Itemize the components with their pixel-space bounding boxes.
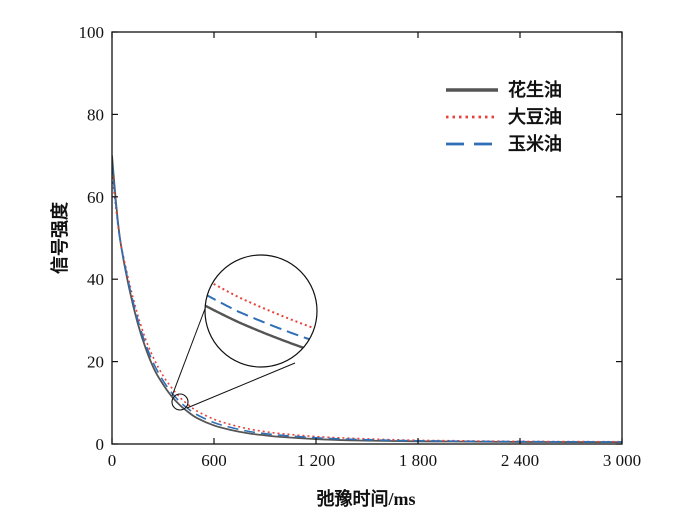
inset-series-line-corn-oil bbox=[205, 293, 317, 343]
x-tick-label: 600 bbox=[201, 451, 227, 470]
inset-series-line-soybean-oil bbox=[205, 278, 317, 331]
x-tick-label: 0 bbox=[108, 451, 117, 470]
y-tick-label: 20 bbox=[87, 353, 104, 372]
legend: 花生油 大豆油 玉米油 bbox=[446, 79, 562, 154]
inset-background bbox=[205, 255, 317, 367]
y-axis-title: 信号强度 bbox=[49, 201, 70, 274]
x-tick-label: 2 400 bbox=[501, 451, 539, 470]
inset-series-layer bbox=[205, 278, 317, 354]
y-tick-label: 100 bbox=[79, 23, 105, 42]
legend-label-soybean-oil: 大豆油 bbox=[508, 106, 562, 127]
zoom-inset bbox=[171, 254, 318, 411]
series-layer bbox=[112, 155, 622, 444]
x-tick-label: 1 800 bbox=[399, 451, 437, 470]
x-axis-title: 弛豫时间/ms bbox=[317, 488, 416, 509]
series-line-peanut-oil bbox=[112, 155, 622, 444]
x-tick-label: 1 200 bbox=[297, 451, 335, 470]
series-line-corn-oil bbox=[112, 163, 622, 443]
legend-label-peanut-oil: 花生油 bbox=[508, 79, 562, 100]
y-tick-label: 60 bbox=[87, 188, 104, 207]
y-tick-label: 40 bbox=[87, 270, 104, 289]
y-tick-label: 80 bbox=[87, 105, 104, 124]
plot-frame bbox=[111, 31, 623, 445]
inset-marker-circle bbox=[171, 393, 189, 411]
y-tick-label: 0 bbox=[96, 435, 105, 454]
legend-label-corn-oil: 玉米油 bbox=[508, 133, 562, 154]
inset-series-line-peanut-oil bbox=[205, 304, 317, 354]
inset-magnified-circle bbox=[204, 254, 318, 368]
axis-layer: 0 600 1 200 1 800 2 400 3 000 0 20 40 60 80 100 bbox=[79, 23, 642, 470]
x-tick-label: 3 000 bbox=[603, 451, 641, 470]
inset-connector-lower bbox=[186, 362, 296, 409]
